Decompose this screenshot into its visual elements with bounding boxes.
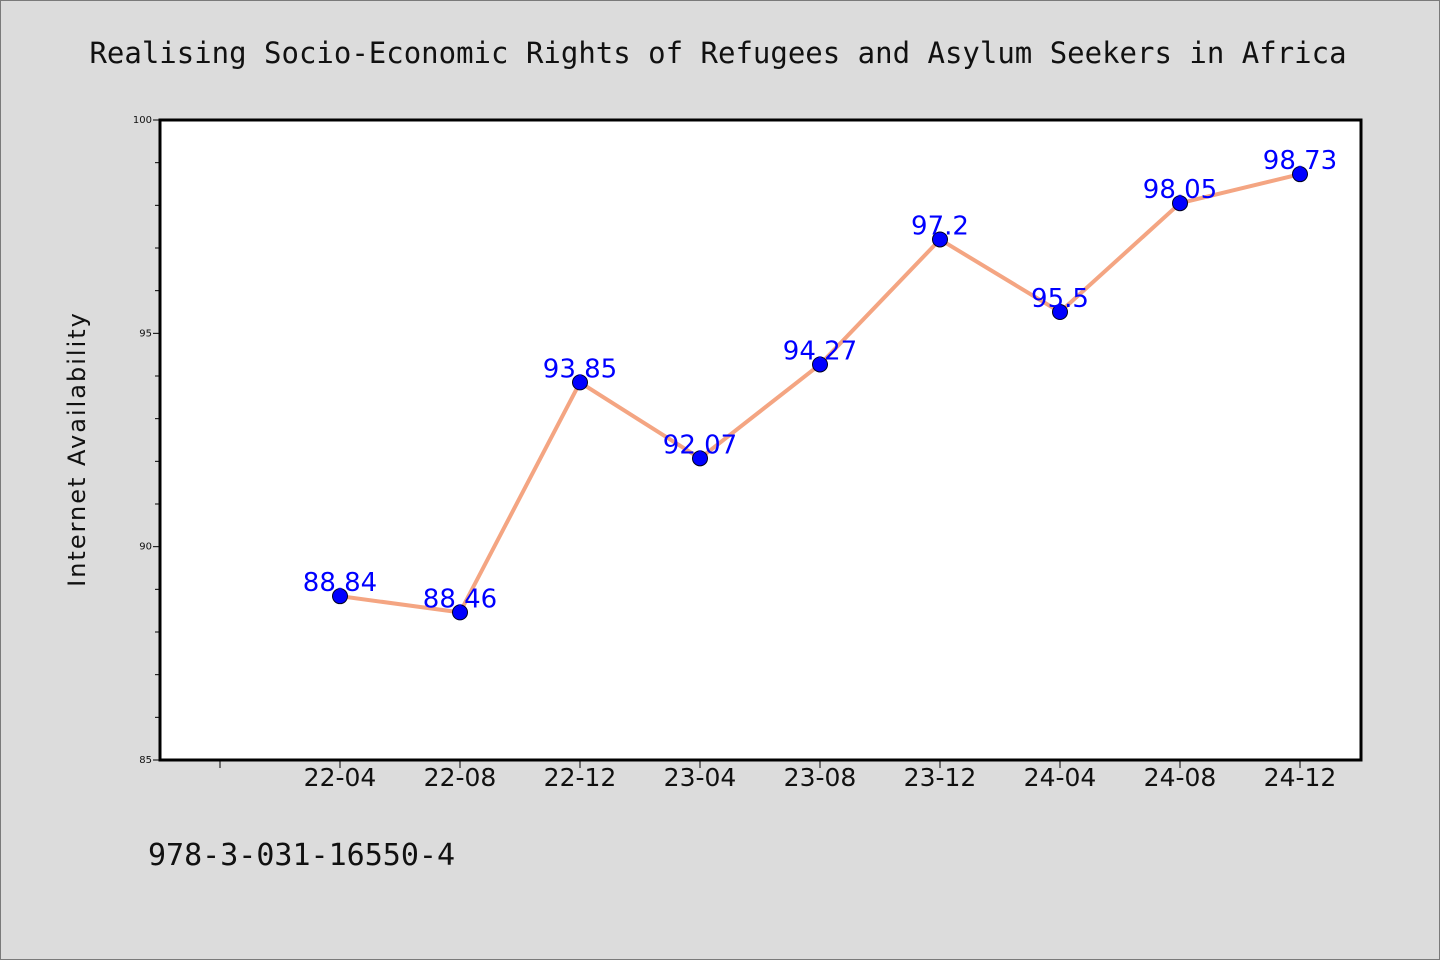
x-tick-label: 22-12 (544, 763, 617, 792)
x-tick-label: 23-12 (904, 763, 977, 792)
data-point (692, 450, 708, 467)
data-point (932, 231, 948, 248)
data-label: 95.5 (1031, 284, 1089, 314)
y-axis-label: Internet Availability (63, 311, 91, 587)
data-label: 88.84 (303, 568, 377, 598)
chart-title: Realising Socio-Economic Rights of Refug… (89, 36, 1346, 70)
x-tick-label: 24-08 (1144, 763, 1217, 792)
data-label: 97.2 (911, 211, 969, 241)
x-tick-label: 22-04 (304, 763, 377, 792)
x-axis: 22-04 22-08 22-12 23-04 23-08 23-12 24-04 24-08… (219, 760, 1337, 792)
data-label: 94.27 (783, 336, 857, 366)
data-label: 92.07 (663, 430, 737, 460)
series-group: 88.84 88.46 93.85 92.07 94.27 97.2 95.5 98.05 98… (303, 146, 1337, 621)
x-tick-label: 24-12 (1264, 763, 1337, 792)
plot-area (158, 118, 1363, 762)
data-point (452, 604, 468, 621)
data-point (812, 356, 828, 373)
data-label: 98.05 (1143, 175, 1217, 205)
data-point (1292, 166, 1308, 183)
x-tick-label: 23-04 (664, 763, 737, 792)
y-axis: 85 90 95 100 (133, 115, 160, 766)
data-label: 88.46 (423, 584, 497, 614)
y-tick-label: 85 (139, 755, 152, 766)
data-point (572, 374, 588, 391)
x-tick-label: 23-08 (784, 763, 857, 792)
y-tick-label: 90 (139, 542, 152, 553)
x-tick-label: 24-04 (1024, 763, 1097, 792)
x-tick-label: 22-08 (424, 763, 497, 792)
data-point (1172, 195, 1188, 212)
data-point (1052, 304, 1068, 320)
y-tick-label: 100 (133, 115, 152, 126)
data-label: 98.73 (1263, 146, 1337, 176)
isbn-text: 978-3-031-16550-4 (148, 838, 455, 873)
data-label: 93.85 (543, 354, 617, 384)
data-point (332, 588, 348, 605)
y-tick-label: 95 (139, 328, 152, 339)
